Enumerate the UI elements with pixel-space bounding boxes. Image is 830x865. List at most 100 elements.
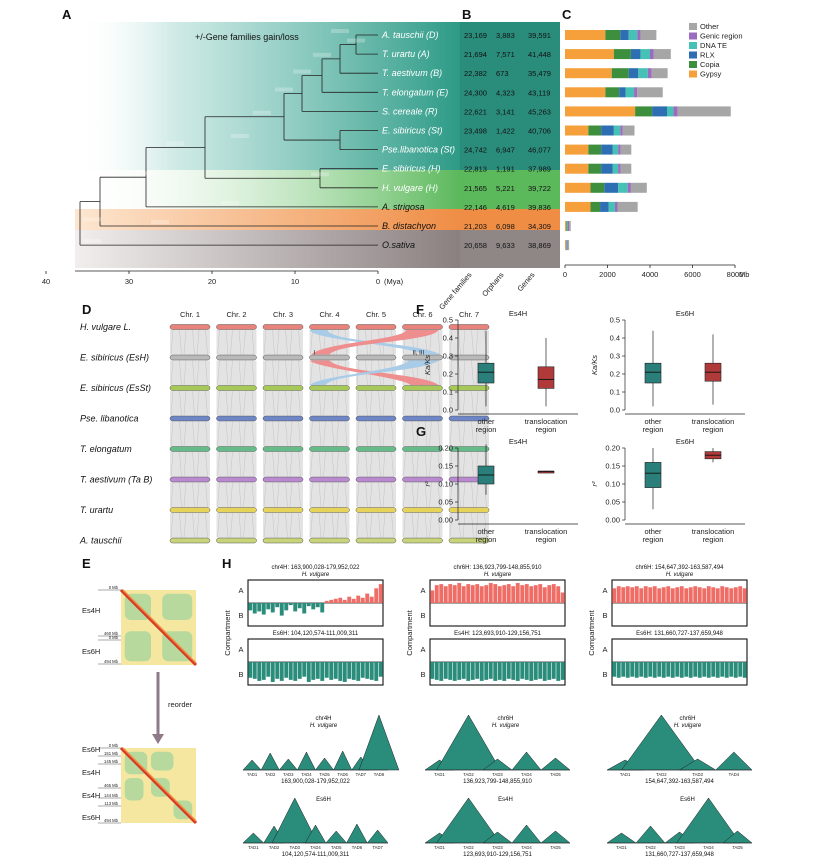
tad-track-bottom: TAD1 TAD2 TAD3 TAD4 TAD5 Es6H 131,660,727-137,… bbox=[606, 797, 753, 858]
tad-species-label: H. vulgare bbox=[674, 723, 702, 729]
chromosome-bar bbox=[262, 507, 304, 513]
synteny-line bbox=[289, 482, 293, 508]
tad-label: TAD3 bbox=[290, 845, 301, 850]
synteny-line bbox=[272, 451, 275, 477]
compartment-a-label: A bbox=[420, 586, 425, 595]
species-label: T. elongatum (E) bbox=[382, 87, 448, 97]
gain-loss-tag bbox=[331, 29, 349, 33]
compartment-bar bbox=[252, 662, 257, 679]
boxplot-category-label: translocation region bbox=[525, 417, 568, 434]
synteny-line bbox=[323, 451, 326, 477]
boxplot-tick-label: 0.0 bbox=[443, 406, 453, 415]
compartment-bar bbox=[616, 586, 621, 603]
table-cell: 1,191 bbox=[496, 165, 515, 174]
bar-segment bbox=[567, 221, 568, 231]
compartment-b-label: B bbox=[238, 670, 243, 679]
heatmap-diagonal-halo bbox=[122, 747, 197, 822]
synteny-line bbox=[285, 482, 288, 508]
table-cell: 40,706 bbox=[528, 127, 551, 136]
compartment-bar bbox=[529, 586, 534, 603]
synteny-line bbox=[179, 451, 182, 477]
chromosome-bar bbox=[169, 385, 211, 391]
compartment-bar bbox=[630, 587, 635, 603]
compartment-bar bbox=[284, 662, 289, 678]
compartment-bar bbox=[338, 662, 343, 681]
compartment-bar bbox=[443, 662, 448, 679]
synteny-line bbox=[310, 421, 313, 447]
synteny-ribbon bbox=[402, 452, 443, 477]
boxplot-category-label: other region bbox=[643, 527, 664, 544]
table-cell: 23,169 bbox=[464, 31, 487, 40]
species-label: H. vulgare (H) bbox=[382, 183, 438, 193]
c-x-label: Mb bbox=[739, 270, 749, 279]
synteny-line bbox=[391, 451, 394, 477]
legend-label: Genic region bbox=[700, 32, 743, 41]
synteny-line bbox=[424, 512, 428, 538]
panel-b: 23,169 3,883 39,591 21,694 7,571 41,448 22,382… bbox=[437, 22, 560, 311]
synteny-line bbox=[251, 421, 255, 447]
synteny-line bbox=[429, 451, 432, 477]
synteny-line bbox=[205, 390, 208, 416]
reorder-arrowhead bbox=[152, 734, 164, 744]
legend-label: RLX bbox=[700, 51, 715, 60]
compartment-bar bbox=[529, 662, 534, 681]
synteny-ribbon bbox=[170, 421, 210, 446]
bar-segment bbox=[605, 87, 620, 98]
synteny-line bbox=[462, 482, 466, 508]
species-label: A. tauschii (D) bbox=[381, 30, 439, 40]
compartment-bar bbox=[434, 662, 439, 680]
synteny-line bbox=[251, 451, 255, 477]
synteny-line bbox=[263, 360, 267, 386]
chromosome-bar bbox=[169, 537, 211, 544]
tad-label: TAD5 bbox=[319, 772, 330, 777]
compartment-bar bbox=[693, 662, 698, 677]
synteny-line bbox=[449, 512, 453, 538]
synteny-line bbox=[356, 360, 360, 386]
c-tick-label: 8000 bbox=[727, 270, 744, 279]
synteny-ribbon bbox=[263, 360, 303, 385]
chromosome-bar bbox=[169, 476, 211, 483]
synteny-line bbox=[475, 390, 479, 416]
compartment-bar bbox=[639, 662, 644, 677]
synteny-line bbox=[391, 421, 394, 447]
synteny-line bbox=[336, 360, 339, 386]
synteny-line bbox=[183, 329, 187, 355]
compartment-bar bbox=[720, 662, 725, 677]
compartment-bar bbox=[657, 588, 662, 603]
table-cell: 22,146 bbox=[464, 203, 487, 212]
compartment-bar bbox=[275, 662, 280, 679]
compartment-bar bbox=[556, 586, 561, 603]
synteny-line bbox=[285, 421, 288, 447]
synteny-line bbox=[183, 451, 187, 477]
synteny-line bbox=[183, 482, 187, 508]
chromosome-bar bbox=[216, 537, 257, 544]
synteny-line bbox=[475, 421, 479, 447]
synteny-line bbox=[217, 451, 220, 477]
table-cell: 21,203 bbox=[464, 222, 487, 231]
synteny-line bbox=[424, 451, 428, 477]
synteny-ribbon bbox=[309, 452, 350, 477]
synteny-line bbox=[437, 451, 441, 477]
compartment-bar bbox=[365, 662, 370, 679]
bar-segment bbox=[622, 125, 635, 136]
tad-region-label: 154,647,392-163,587,494 bbox=[645, 779, 714, 785]
compartment-bar bbox=[634, 586, 639, 603]
table-cell: 39,722 bbox=[528, 184, 551, 193]
synteny-line bbox=[238, 451, 242, 477]
synteny-ribbon bbox=[263, 421, 303, 446]
synteny-line bbox=[331, 482, 335, 508]
heatmap-block bbox=[151, 751, 174, 771]
synteny-ribbon bbox=[263, 452, 303, 477]
synteny-line bbox=[170, 482, 174, 508]
bar-segment bbox=[651, 68, 668, 79]
table-band-green bbox=[460, 170, 560, 209]
compartment-bar bbox=[706, 586, 711, 603]
synteny-line bbox=[272, 360, 275, 386]
bar-segment bbox=[667, 106, 674, 117]
species-label: B. distachyon bbox=[382, 221, 436, 231]
bar-segment bbox=[653, 49, 671, 60]
chromosome-bar bbox=[309, 537, 350, 544]
bar-segment bbox=[647, 68, 652, 79]
